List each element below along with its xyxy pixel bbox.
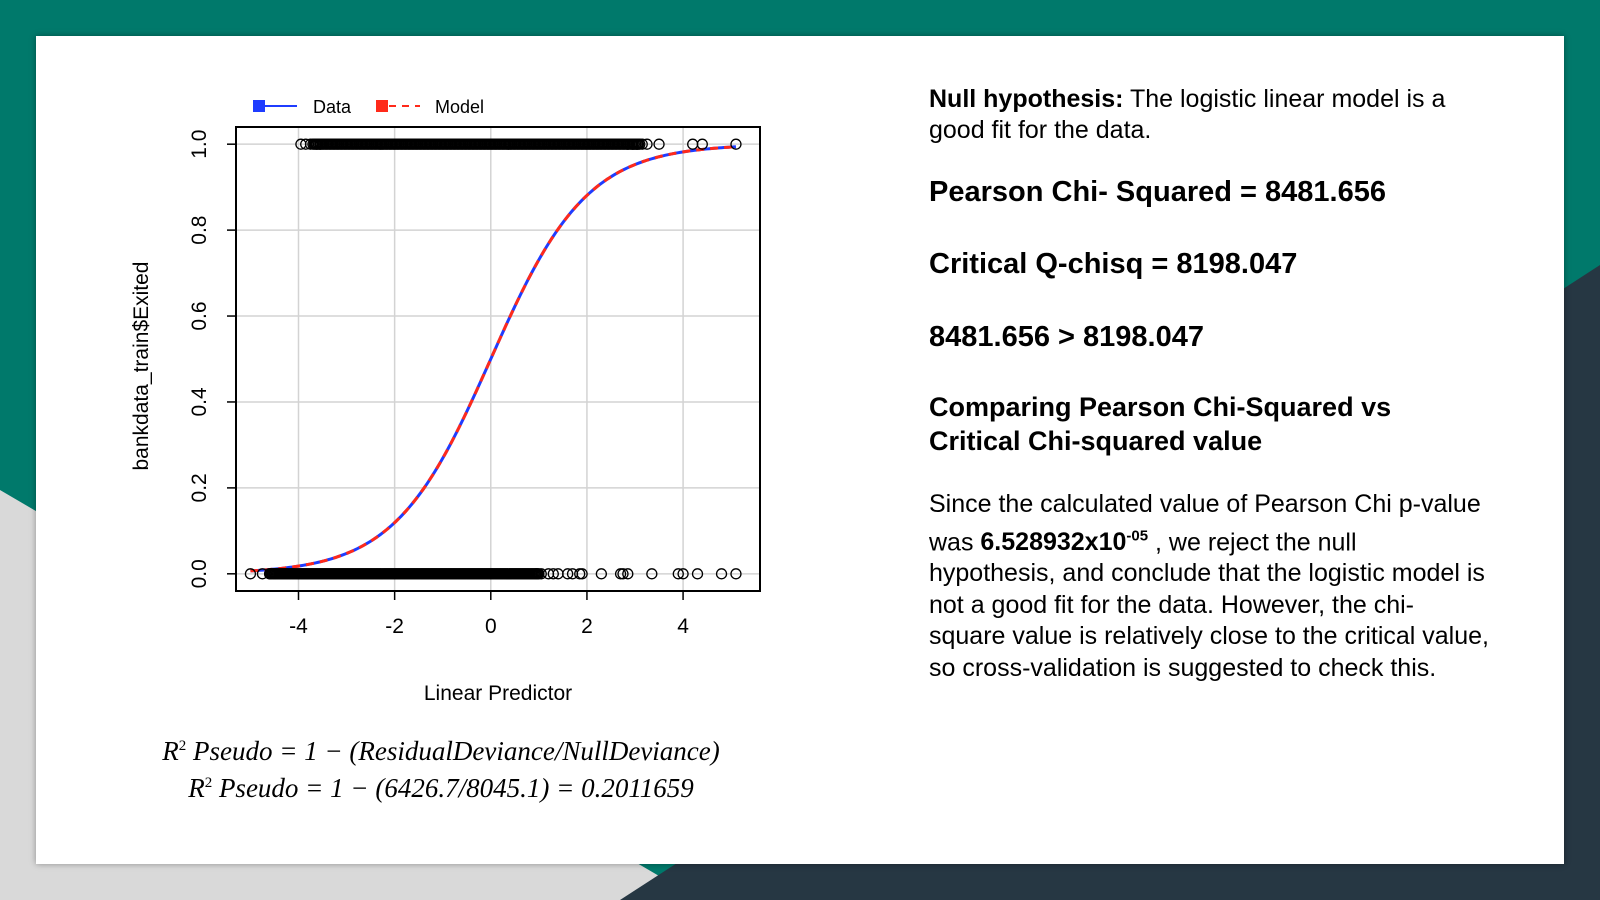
null-hypothesis: Null hypothesis: The logistic linear mod… <box>929 84 1489 146</box>
result-body: Pseudo = 1 − (6426.7/8045.1) = 0.2011659 <box>212 773 694 803</box>
data-point <box>595 568 608 580</box>
data-point <box>653 138 665 150</box>
data-point <box>641 138 653 150</box>
y-tick-label: 0.8 <box>188 216 211 245</box>
data-point <box>691 568 704 580</box>
critical-chi-squared: Critical Q-chisq = 8198.047 <box>929 248 1298 280</box>
null-hypothesis-label: Null hypothesis: <box>929 85 1124 113</box>
null-hypothesis-text: The logistic linear model is a good fit … <box>929 85 1446 144</box>
x-tick-label: -4 <box>289 615 308 638</box>
pseudo-r2-result: R2 Pseudo = 1 − (6426.7/8045.1) = 0.2011… <box>126 773 756 804</box>
data-point <box>636 138 648 150</box>
x-tick-label: 0 <box>485 615 497 638</box>
data-points <box>244 138 742 580</box>
data-point <box>535 568 547 580</box>
y-axis-label: bankdata_train$Exited <box>130 262 153 471</box>
data-point <box>300 138 312 150</box>
pseudo-r2-formula: R2 Pseudo = 1 − (ResidualDeviance/NullDe… <box>126 736 756 767</box>
data-point <box>696 138 708 150</box>
x-axis-label: Linear Predictor <box>424 682 572 705</box>
comparison-line: 8481.656 > 8198.047 <box>929 321 1204 353</box>
data-point <box>646 568 658 580</box>
legend-data-label: Data <box>313 97 352 117</box>
data-point <box>256 568 269 580</box>
legend-data-marker <box>253 100 265 112</box>
p-value: 6.528932x10-05 <box>980 528 1148 556</box>
legend: Data Model <box>253 97 484 117</box>
formula-exponent: 2 <box>178 738 187 754</box>
data-point <box>730 138 742 150</box>
plot-frame <box>235 126 761 592</box>
model-curve <box>250 145 737 573</box>
data-point <box>715 568 728 580</box>
x-axis-ticks: -4 -2 0 2 4 <box>289 591 689 638</box>
data-point <box>617 568 629 580</box>
formula-r: R <box>162 736 179 766</box>
comparison-heading-text: Comparing Pearson Chi-Squared vs Critica… <box>929 392 1392 456</box>
y-axis-ticks: 0.0 0.2 0.4 0.6 0.8 1.0 <box>188 130 236 588</box>
y-tick-label: 1.0 <box>188 130 211 159</box>
y-tick-label: 0.4 <box>188 387 211 417</box>
chart-gridlines <box>236 127 760 591</box>
conclusion-rest: , we reject the null hypothesis, and con… <box>929 527 1489 682</box>
data-point <box>672 568 684 580</box>
slide-card: -4 -2 0 2 4 0.0 0.2 0.4 0.6 0.8 1.0 Linear Predic… <box>36 36 1564 864</box>
conclusion-intro: Since the calculated value of Pearson Ch… <box>929 490 1481 556</box>
result-exponent: 2 <box>204 775 213 791</box>
data-point <box>268 568 281 580</box>
data-point <box>530 568 543 580</box>
results-panel: Null hypothesis: The logistic linear mod… <box>929 84 1489 684</box>
result-r: R <box>188 773 205 803</box>
y-tick-label: 0.6 <box>188 301 211 330</box>
formula-body: Pseudo = 1 − (ResidualDeviance/NullDevia… <box>186 736 720 766</box>
conclusion-paragraph: Since the calculated value of Pearson Ch… <box>929 489 1489 684</box>
comparison-heading: Comparing Pearson Chi-Squared vs Critica… <box>929 390 1489 458</box>
x-tick-label: 2 <box>581 615 593 638</box>
p-value-base: 6.528932x10 <box>980 527 1127 556</box>
data-point <box>264 568 276 580</box>
data-point <box>622 568 634 580</box>
data-point <box>562 568 574 580</box>
legend-model-label: Model <box>435 97 484 117</box>
data-point <box>730 568 742 580</box>
data-point <box>576 568 588 580</box>
pearson-chi-squared: Pearson Chi- Squared = 8481.656 <box>929 176 1386 208</box>
data-point <box>547 568 559 580</box>
x-tick-label: -2 <box>385 615 404 638</box>
p-value-exponent: -05 <box>1126 527 1149 545</box>
legend-model-marker <box>376 100 388 112</box>
data-point <box>314 138 326 150</box>
data-point <box>677 568 689 580</box>
y-tick-label: 0.2 <box>188 473 211 502</box>
model-curve-data-line <box>250 145 737 573</box>
y-tick-label: 0.0 <box>188 559 211 588</box>
model-curve-model-line <box>250 145 737 573</box>
logistic-fit-chart: -4 -2 0 2 4 0.0 0.2 0.4 0.6 0.8 1.0 Linear Predic… <box>130 97 761 705</box>
x-tick-label: 4 <box>677 615 689 638</box>
data-point <box>311 138 323 150</box>
data-point <box>244 568 257 580</box>
